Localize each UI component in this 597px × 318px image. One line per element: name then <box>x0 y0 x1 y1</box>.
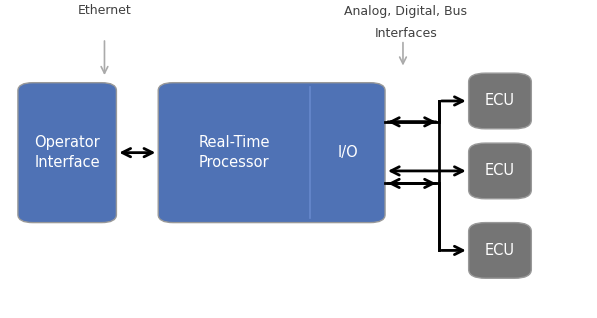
Text: Real-Time
Processor: Real-Time Processor <box>199 135 270 170</box>
Text: ECU: ECU <box>485 163 515 178</box>
FancyBboxPatch shape <box>18 83 116 223</box>
FancyBboxPatch shape <box>469 143 531 199</box>
Text: ECU: ECU <box>485 93 515 108</box>
Text: Operator
Interface: Operator Interface <box>34 135 100 170</box>
Text: I/O: I/O <box>337 145 358 160</box>
FancyBboxPatch shape <box>469 223 531 278</box>
FancyBboxPatch shape <box>158 83 385 223</box>
Text: Ethernet: Ethernet <box>78 4 131 17</box>
Text: Interfaces: Interfaces <box>374 27 438 40</box>
Text: Analog, Digital, Bus: Analog, Digital, Bus <box>344 5 467 18</box>
FancyBboxPatch shape <box>469 73 531 129</box>
Text: ECU: ECU <box>485 243 515 258</box>
